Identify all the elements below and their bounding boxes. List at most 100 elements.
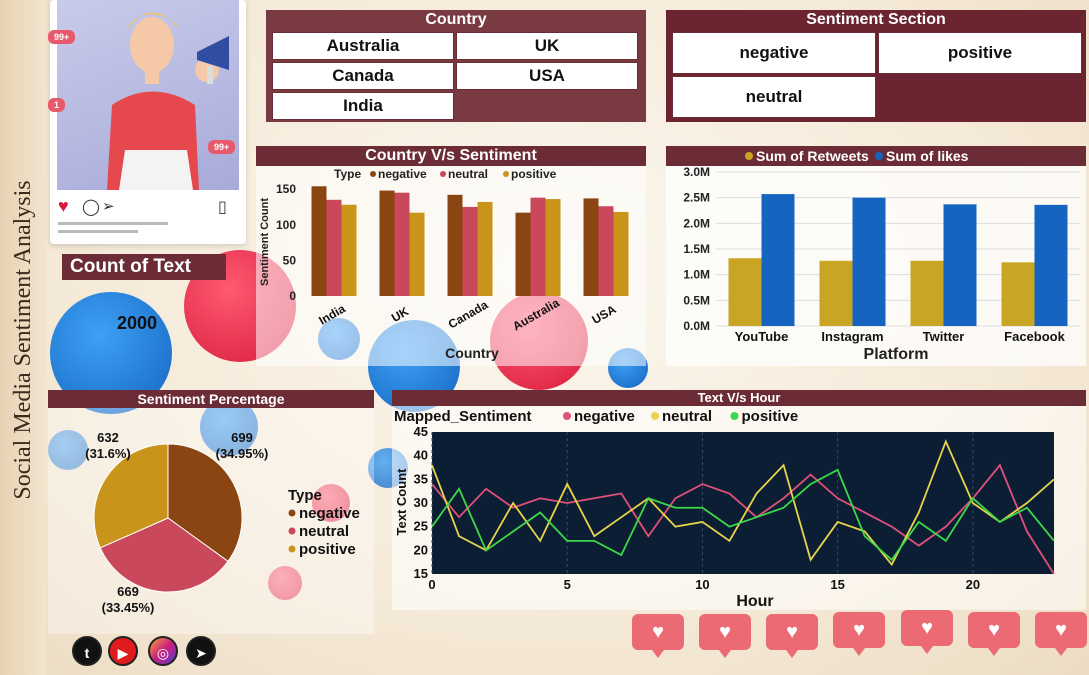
comment-icon: ◯ [82,199,100,216]
x-tick-label: 20 [966,577,980,592]
text-hour-chart: Text V/s Hour Mapped_Sentiment negative ne… [392,390,1086,610]
bar [341,204,357,296]
sentiment-option[interactable]: positive [878,32,1082,74]
bar [943,204,977,326]
heart-icon [268,566,302,600]
pie-slice [93,443,169,549]
pie-slice [167,443,243,563]
legend-marker [440,171,446,177]
y-tick-label: 30 [414,495,428,510]
dashboard-title: Social Media Sentiment Analysis [10,180,36,500]
legend-label: neutral [299,523,349,540]
bar [515,212,531,296]
legend-marker [370,171,376,177]
country-option[interactable]: UK [456,32,638,60]
legend-title: Type [288,487,322,504]
y-tick-label: 100 [276,218,296,232]
heart-icon: ♥ [699,614,751,658]
thumbs-up-icon [48,430,88,470]
heart-icon: ♥ [968,612,1020,656]
bar [613,211,629,296]
bar [447,194,463,296]
bar [326,199,342,296]
legend-label: neutral [662,408,712,425]
bar [1001,262,1035,326]
sentiment-option[interactable]: negative [672,32,876,74]
bar [545,199,561,296]
count-of-text-title: Count of Text [62,254,226,280]
heart-icon [312,484,350,522]
share-icon: ➢ [102,198,115,215]
country-option[interactable]: USA [456,62,638,90]
bar [530,197,546,296]
legend-label: negative [378,167,427,181]
x-tick-label: 10 [695,577,709,592]
bar [852,197,886,326]
avatar [107,12,229,190]
legend-label: neutral [448,167,488,181]
legend-marker [288,527,296,535]
y-tick-label: 45 [414,424,428,439]
like-heart-icon: ♥ [58,196,69,216]
y-tick-label: 1.5M [683,242,710,256]
series-line [431,439,1055,567]
bookmark-icon: ▯ [218,199,227,216]
x-tick-label: Australia [510,295,562,333]
bar [728,258,762,326]
data-label: (34.95%) [216,446,269,461]
legend-label: positive [299,541,356,558]
y-tick-label: 2.0M [683,216,710,230]
left-strip [0,0,46,675]
bar [311,186,327,296]
legend-label: negative [299,505,360,522]
x-tick-label: Canada [446,297,491,331]
notification-badge: 1 [48,98,66,112]
follower-badge: 99+ [208,140,236,154]
sentiment-option[interactable]: neutral [672,76,876,118]
x-tick-label: UK [389,304,411,325]
country-slicer: Country Australia UK Canada USA India [266,10,646,122]
x-tick-label: Facebook [1004,329,1065,344]
y-tick-label: 0.0M [683,319,710,333]
heart-icon: ♥ [766,614,818,658]
instagram-icon[interactable]: ◎ [148,636,178,666]
country-sentiment-chart: Country V/s Sentiment Type negative neutra… [256,146,646,366]
pie-slice [99,517,229,593]
bar [462,206,478,296]
count-of-text-value: 2000 [117,313,158,333]
x-tick-label: 5 [564,577,571,592]
chart-title: Country V/s Sentiment [256,146,646,166]
x-tick-label: 0 [428,577,435,592]
plot-area [432,432,1054,574]
y-tick-label: 2.5M [683,191,710,205]
heart-icon: ♥ [632,614,684,658]
platform-engagement-chart: Sum of Retweets Sum of likes 0.0M 0.5M 1.0M 1… [666,146,1086,366]
heart-icon: ♥ [1035,612,1087,656]
bar [761,194,795,326]
y-axis-label: Text Count [394,468,409,536]
legend-title: Type [334,167,361,181]
twitter-icon[interactable]: t [72,636,102,666]
chart-title: Sentiment Percentage [48,390,374,408]
bar [477,201,493,296]
x-tick-label: YouTube [735,329,789,344]
data-label: (33.45%) [102,600,155,615]
y-tick-label: 20 [414,542,428,557]
legend-label: Sum of Retweets [756,148,869,164]
bar [910,260,944,326]
data-label: (31.6%) [85,446,131,461]
data-label: 632 [97,430,119,445]
telegram-icon[interactable]: ➤ [186,636,216,666]
y-tick-label: 15 [414,566,428,581]
y-tick-label: 3.0M [683,165,710,179]
country-option[interactable]: India [272,92,454,120]
country-option[interactable]: Canada [272,62,454,90]
bar [1034,204,1068,326]
y-axis-label: Sentiment Count [259,198,271,286]
sentiment-pie-svg: 699(34.95%) 669(33.45%) 632(31.6%) Typenega… [85,430,360,615]
x-tick-label: 15 [830,577,844,592]
youtube-icon[interactable]: ▶ [108,636,138,666]
y-tick-label: 150 [276,182,296,196]
country-option[interactable]: Australia [272,32,454,60]
heart-icon: ♥ [833,612,885,656]
